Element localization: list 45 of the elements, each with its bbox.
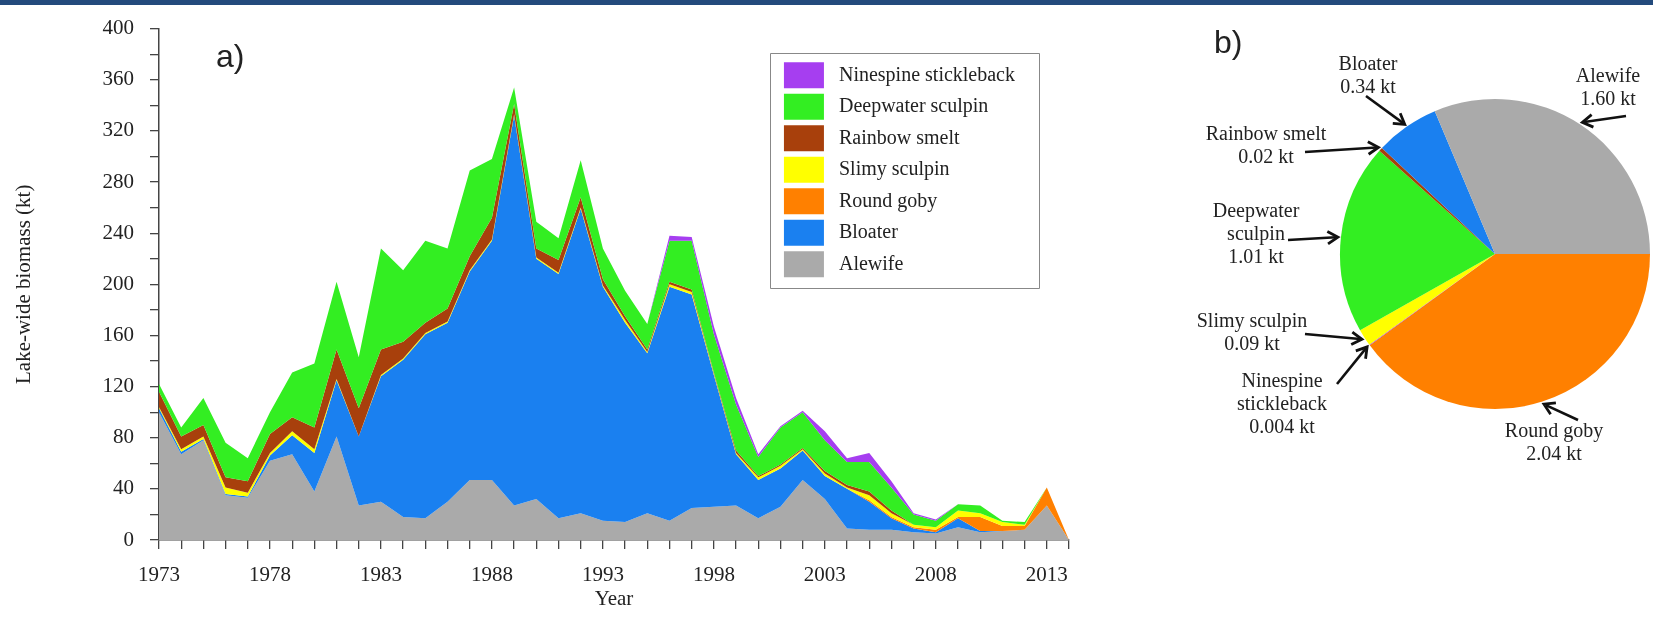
legend-label: Rainbow smelt [838, 125, 960, 148]
slice-label: Bloater [1338, 52, 1398, 75]
data-label: 1.60 kt [1580, 87, 1637, 110]
x-tick-label: 2013 [1025, 562, 1068, 587]
data-label: 0.34 kt [1340, 75, 1397, 98]
y-axis-title: Lake-wide biomass (kt) [11, 184, 36, 385]
legend-label: Slimy sculpin [838, 157, 950, 181]
x-tick-label: 2003 [803, 562, 846, 587]
slice-label: Round goby [1504, 419, 1604, 443]
y-tick-label: 280 [102, 168, 134, 193]
data-label: 0.09 kt [1224, 332, 1281, 355]
data-label: 2.04 kt [1526, 442, 1583, 465]
y-tick-label: 400 [102, 15, 134, 40]
x-tick-label: 1998 [692, 562, 735, 587]
chart-title: b) [1214, 23, 1243, 60]
legend-label: Ninespine stickleback [838, 62, 1016, 86]
y-tick-label: 120 [102, 373, 134, 398]
slice-label: Slimy sculpin [1196, 309, 1308, 333]
y-tick-label: 240 [102, 219, 134, 244]
x-tick-label: 2008 [914, 562, 957, 587]
x-tick-label: 1973 [138, 562, 180, 587]
x-axis-title: Year [594, 585, 634, 610]
y-tick-label: 320 [102, 117, 134, 142]
y-tick-label: 200 [102, 270, 134, 295]
y-tick-label: 160 [102, 321, 134, 346]
y-tick-label: 80 [113, 424, 134, 449]
x-tick-label: 1978 [248, 562, 291, 587]
slice-label: Ninespine stickleback [1237, 369, 1327, 415]
x-tick-label: 1983 [359, 562, 402, 587]
legend-label: Alewife [838, 251, 904, 274]
legend-label: Round goby [838, 188, 938, 212]
legend-label: Bloater [838, 220, 899, 243]
y-tick-label: 360 [102, 66, 134, 91]
y-tick-label: 0 [123, 526, 134, 551]
data-label: 0.02 kt [1238, 145, 1295, 168]
data-label: 0.004 kt [1249, 415, 1316, 438]
slice-label: Rainbow smelt [1205, 122, 1327, 145]
chart-title: a) [216, 38, 245, 75]
legend-label: Deepwater sculpin [838, 94, 989, 118]
slice-label: Deepwater sculpin [1212, 199, 1300, 246]
slice-label: Alewife [1575, 64, 1641, 87]
data-label: 1.01 kt [1228, 245, 1285, 268]
y-tick-label: 40 [113, 475, 134, 500]
x-tick-label: 1993 [581, 562, 624, 587]
x-tick-label: 1988 [470, 562, 513, 587]
